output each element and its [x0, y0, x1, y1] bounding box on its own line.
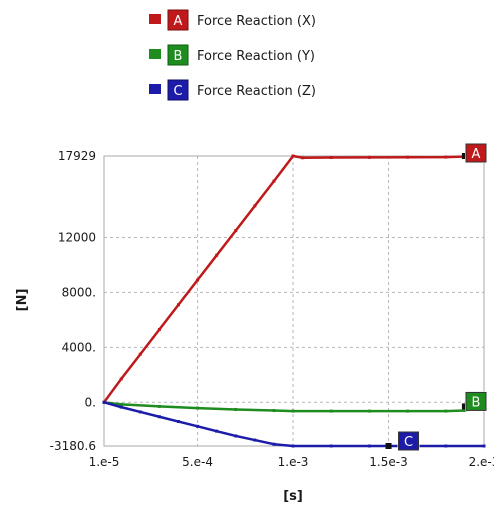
y-tick-label: -3180.6 [50, 439, 96, 453]
data-point [444, 444, 448, 448]
legend-swatch-y [149, 49, 161, 59]
data-point [444, 155, 448, 159]
data-point [253, 204, 257, 208]
data-point [215, 429, 219, 433]
data-point [367, 155, 371, 159]
legend-badge-x-letter: A [174, 14, 183, 29]
data-point [215, 253, 219, 257]
data-point [406, 409, 410, 413]
data-point [272, 179, 276, 183]
data-point [272, 442, 276, 446]
x-tick-label: 2.e-3 [469, 455, 494, 469]
legend-label-x: Force Reaction (X) [197, 14, 316, 29]
data-point [176, 303, 180, 307]
legend-badge-y-letter: B [174, 49, 183, 64]
data-point [234, 229, 238, 233]
data-point [157, 415, 161, 419]
series-badge-letter: C [404, 435, 413, 450]
y-tick-label: 0. [85, 395, 96, 409]
data-point [301, 156, 305, 160]
data-point [119, 377, 123, 381]
x-tick-label: 1.e-5 [89, 455, 120, 469]
data-point [482, 444, 486, 448]
series-badges: A B C [385, 143, 487, 451]
y-tick-label: 17929 [58, 149, 96, 163]
y-axis-title: [N] [15, 289, 30, 312]
data-point [329, 444, 333, 448]
series-line-c [103, 401, 484, 448]
x-tick-label: 1.e-3 [278, 455, 309, 469]
data-point [253, 438, 257, 442]
series-badge-anchor [385, 443, 392, 449]
data-point [196, 406, 200, 410]
legend-swatch-z [149, 84, 161, 94]
legend-item-z[interactable]: C Force Reaction (Z) [149, 79, 316, 101]
data-point [138, 410, 142, 414]
data-point [291, 154, 295, 158]
legend-label-z: Force Reaction (Z) [197, 84, 316, 99]
legend-badge-y [167, 44, 189, 66]
data-point [367, 444, 371, 448]
y-tick-label: 4000. [62, 340, 96, 354]
series-layer [102, 154, 486, 448]
data-point [119, 405, 123, 409]
data-point [272, 409, 276, 413]
legend-badge-x [167, 9, 189, 31]
data-point [157, 327, 161, 331]
data-point [367, 409, 371, 413]
data-point [329, 155, 333, 159]
tick-labels: 1.e-5 5.e-4 1.e-3 1.5e-3 2.e-3 17929 12000 8000… [50, 149, 494, 469]
data-point [176, 420, 180, 424]
legend-item-x[interactable]: A Force Reaction (X) [149, 9, 316, 31]
grid [104, 156, 485, 446]
legend: A Force Reaction (X) B Force Reaction (Y… [149, 9, 316, 101]
data-point [291, 444, 295, 448]
data-point [119, 402, 123, 406]
data-point [444, 409, 448, 413]
legend-badge-z-letter: C [173, 84, 182, 99]
series-badge-anchor [461, 403, 468, 410]
x-tick-label: 5.e-4 [182, 455, 213, 469]
data-point [463, 409, 467, 413]
data-point [234, 434, 238, 438]
series-badge-letter: B [472, 395, 481, 410]
series-badge-letter: A [472, 147, 481, 162]
data-point [329, 409, 333, 413]
y-tick-label: 8000. [62, 285, 96, 299]
series-line-a [102, 154, 485, 404]
legend-label-y: Force Reaction (Y) [197, 49, 315, 64]
x-tick-label: 1.5e-3 [369, 455, 407, 469]
data-point [157, 404, 161, 408]
y-tick-label: 12000 [58, 230, 96, 244]
data-point [291, 409, 295, 413]
data-point [102, 400, 106, 404]
legend-badge-z [167, 79, 189, 101]
series-badge-b [465, 391, 487, 411]
x-axis-title: [s] [283, 489, 303, 504]
series-badge-c [398, 431, 420, 451]
legend-swatch-x [149, 14, 161, 24]
data-point [196, 424, 200, 428]
data-point [196, 278, 200, 282]
data-point [138, 352, 142, 356]
data-point [234, 407, 238, 411]
legend-item-y[interactable]: B Force Reaction (Y) [149, 44, 315, 66]
data-point [406, 155, 410, 159]
series-badge-anchor [461, 153, 468, 159]
series-badge-a [465, 143, 487, 163]
